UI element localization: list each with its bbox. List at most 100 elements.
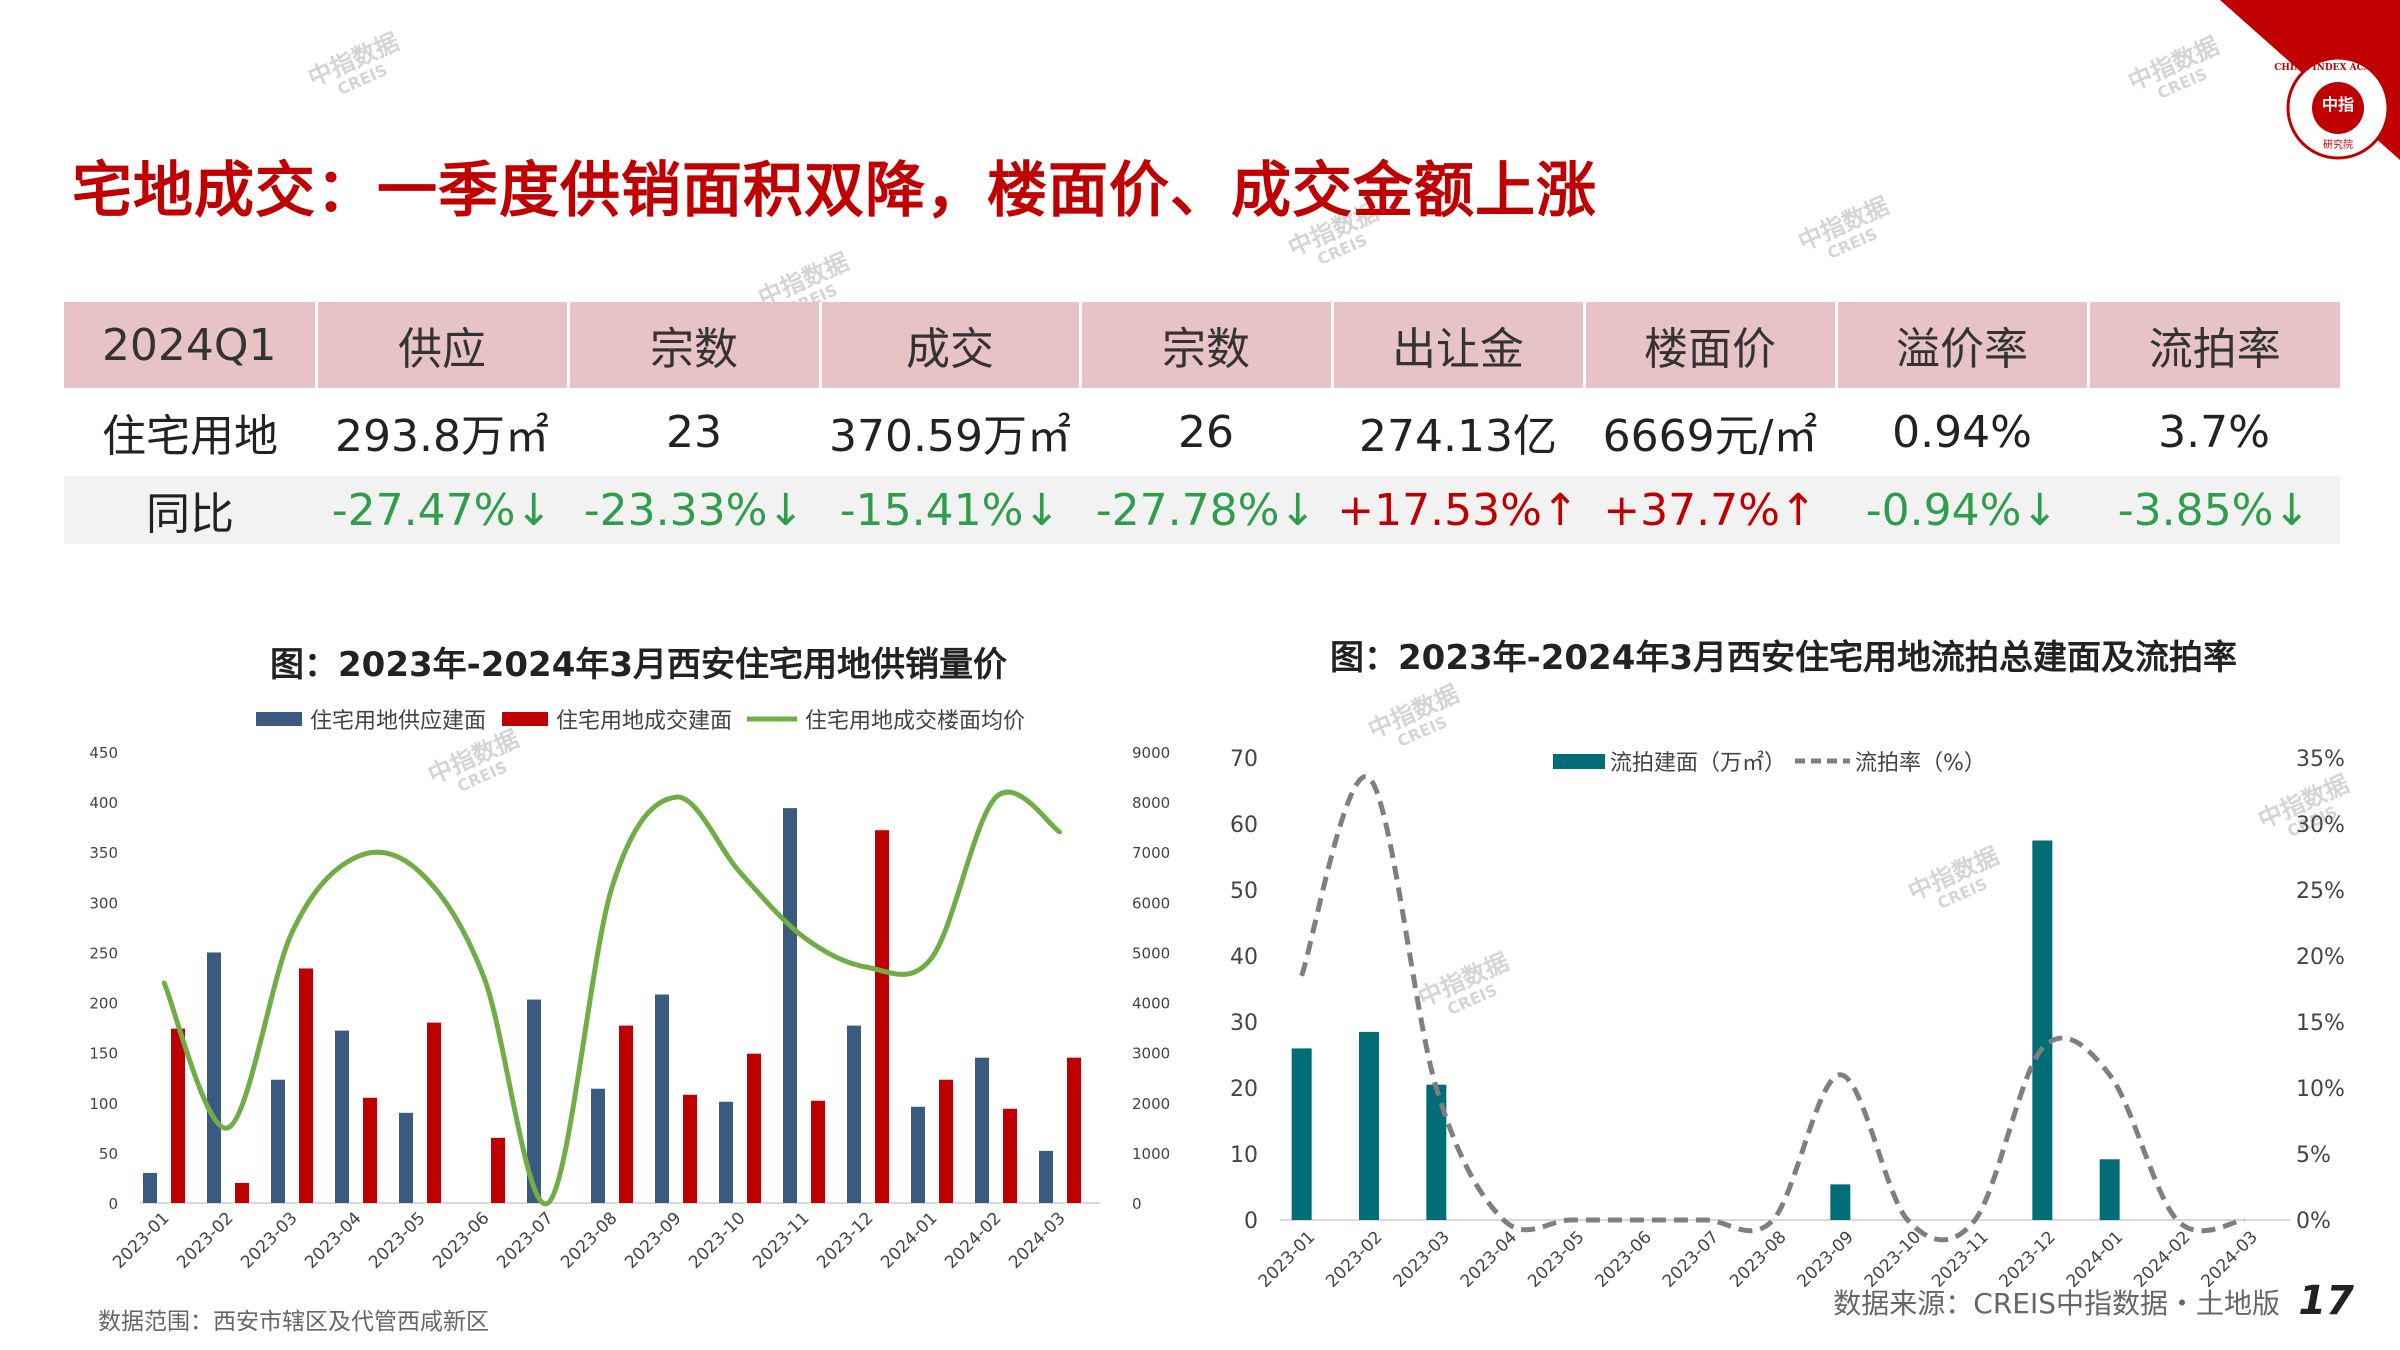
yoy-cell: -3.85%↓ [2088, 476, 2340, 544]
bar-failed-area [2099, 1159, 2120, 1220]
table-cell: 0.94% [1892, 406, 2032, 458]
y-tick-label-right: 4000 [1132, 995, 1170, 1013]
y-tick-label-left: 20 [1230, 1077, 1258, 1102]
table-cell: 293.8万㎡ [335, 411, 549, 462]
y-tick-label-right: 25% [2296, 879, 2345, 904]
summary-table: 2024Q1 供应 宗数 成交 宗数 出让金 楼面价 溢价率 流拍率 住宅用地 … [64, 302, 2340, 544]
bar-deal [683, 1094, 697, 1203]
chart1-title: 图：2023年-2024年3月西安住宅用地供销量价 [270, 645, 1008, 685]
bar-deal [1003, 1108, 1017, 1203]
y-tick-label-right: 2000 [1132, 1095, 1170, 1113]
y-tick-label-left: 60 [1230, 813, 1258, 838]
bar-deal [363, 1097, 377, 1203]
bar-deal [619, 1025, 633, 1203]
y-tick-label-left: 150 [89, 1045, 118, 1063]
line-point-price [546, 1201, 550, 1205]
y-tick-label-left: 50 [1230, 879, 1258, 904]
bar-deal [491, 1137, 505, 1203]
y-tick-label-left: 70 [1230, 747, 1258, 772]
y-tick-label-right: 5000 [1132, 944, 1170, 962]
x-tick-label: 2023-06 [1592, 1227, 1656, 1291]
svg-text:CHINA INDEX ACADEMY: CHINA INDEX ACADEMY [2274, 63, 2400, 73]
line-point-price [674, 795, 678, 800]
bar-deal [811, 1100, 825, 1203]
bar-failed-area [1426, 1084, 1447, 1220]
y-tick-label-left: 350 [89, 844, 118, 862]
y-tick-label-right: 1000 [1132, 1145, 1170, 1163]
x-tick-label: 2023-08 [1726, 1227, 1790, 1291]
table-header-row: 2024Q1 供应 宗数 成交 宗数 出让金 楼面价 溢价率 流拍率 [64, 302, 2340, 388]
line-point-price [354, 855, 358, 860]
y-tick-label-right: 30% [2296, 813, 2345, 838]
row-label: 住宅用地 [102, 411, 278, 462]
y-tick-label-right: 5% [2296, 1143, 2331, 1168]
yoy-cell: +17.53%↑ [1332, 476, 1584, 544]
legend-swatch [502, 712, 548, 726]
bar-supply [399, 1112, 413, 1203]
table-header-cell: 出让金 [1330, 302, 1584, 388]
table-cell: 3.7% [2158, 406, 2270, 458]
bar-deal [747, 1053, 761, 1203]
row-label: 同比 [64, 476, 316, 544]
bar-deal [1067, 1057, 1081, 1203]
line-point-price [866, 965, 870, 970]
bar-deal [875, 830, 889, 1203]
table-cell: 26 [1178, 406, 1234, 458]
legend-label: 住宅用地供应建面 [310, 709, 486, 734]
y-tick-label-left: 30 [1230, 1011, 1258, 1036]
table-header-cell: 宗数 [566, 302, 820, 388]
legend-label: 流拍率（%） [1855, 751, 1986, 776]
table-row-yoy: 同比 -27.47%↓ -23.33%↓ -15.41%↓ -27.78%↓ +… [64, 476, 2340, 544]
y-tick-label-right: 6000 [1132, 894, 1170, 912]
line-point-price [738, 870, 742, 875]
line-point-price [802, 935, 806, 940]
x-tick-label: 2023-03 [1390, 1227, 1454, 1291]
page-number: 17 [2298, 1278, 2354, 1324]
table-header-cell: 溢价率 [1834, 302, 2088, 388]
x-tick-label: 2023-07 [1659, 1227, 1723, 1291]
bar-supply [975, 1057, 989, 1203]
bar-supply [719, 1101, 733, 1203]
yoy-cell: -0.94%↓ [1836, 476, 2088, 544]
legend-swatch [256, 712, 302, 726]
bar-supply [143, 1172, 157, 1203]
y-tick-label-right: 8000 [1132, 794, 1170, 812]
table-cell: 274.13亿 [1359, 411, 1557, 462]
y-tick-label-right: 0 [1132, 1195, 1142, 1213]
bar-supply [911, 1106, 925, 1203]
brand-logo: 中指 研究院 CHINA INDEX ACADEMY [2220, 0, 2400, 160]
line-point-price [290, 930, 294, 935]
bar-supply [207, 952, 221, 1203]
bar-deal [171, 1028, 185, 1203]
table-header-cell: 宗数 [1078, 302, 1332, 388]
legend-label: 住宅用地成交建面 [556, 709, 732, 734]
bar-supply [1039, 1150, 1053, 1203]
line-point-price [418, 870, 422, 875]
legend-label: 流拍建面（万㎡） [1610, 750, 1786, 776]
bar-failed-area [1291, 1048, 1312, 1220]
legend-label: 住宅用地成交楼面均价 [805, 709, 1025, 734]
bar-supply [335, 1030, 349, 1203]
x-tick-label: 2023-02 [1322, 1227, 1386, 1291]
y-tick-label-left: 10 [1230, 1143, 1258, 1168]
y-tick-label-left: 100 [89, 1095, 118, 1113]
yoy-cell: -27.47%↓ [316, 476, 568, 544]
yoy-cell: -27.78%↓ [1080, 476, 1332, 544]
y-tick-label-left: 0 [108, 1195, 118, 1213]
y-tick-label-left: 0 [1244, 1209, 1258, 1234]
table-row: 住宅用地 293.8万㎡ 23 370.59万㎡ 26 274.13亿 6669… [64, 388, 2340, 476]
x-tick-label: 2023-04 [1457, 1227, 1521, 1291]
chart2-title: 图：2023年-2024年3月西安住宅用地流拍总建面及流拍率 [1330, 638, 2238, 678]
page-title: 宅地成交：一季度供销面积双降，楼面价、成交金额上涨 [72, 156, 1597, 226]
table-header-cell: 流拍率 [2086, 302, 2340, 388]
line-point-price [1058, 830, 1062, 835]
y-tick-label-right: 3000 [1132, 1045, 1170, 1063]
x-tick-label: 2023-01 [1255, 1227, 1319, 1291]
bar-supply [271, 1079, 285, 1203]
bar-supply [527, 999, 541, 1203]
table-cell: 370.59万㎡ [829, 411, 1071, 462]
bar-deal [427, 1022, 441, 1203]
y-tick-label-right: 15% [2296, 1011, 2345, 1036]
